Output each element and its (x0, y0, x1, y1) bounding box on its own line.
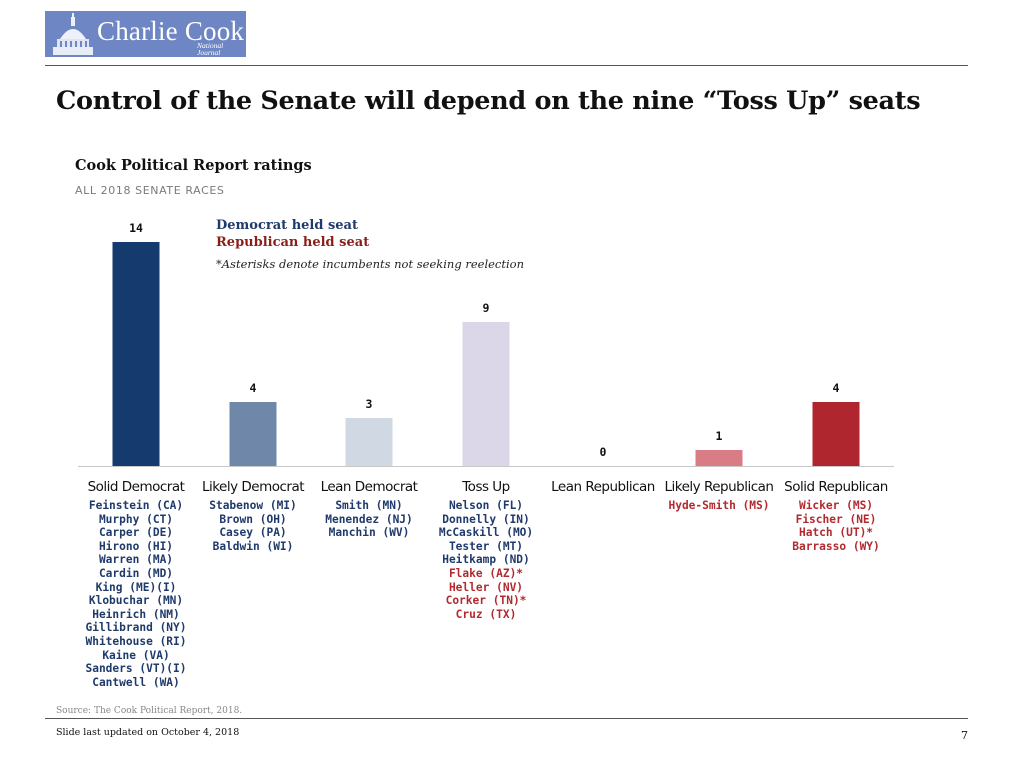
candidate-name: Cruz (TX) (455, 607, 517, 621)
candidate-list-lean-democrat: Smith (MN) Menendez (NJ) Manchin (WV) (325, 499, 413, 540)
category-label-toss-up: Toss Up (462, 479, 510, 495)
bar-solid-republican (812, 402, 860, 466)
candidate-name: Hirono (HI) (98, 539, 174, 553)
page-number: 7 (961, 729, 968, 742)
candidate-name: Hyde-Smith (MS) (668, 499, 770, 512)
category-label-lean-republican: Lean Republican (551, 479, 655, 495)
page-title: Control of the Senate will depend on the… (56, 86, 921, 116)
candidate-name: Brown (OH) (219, 512, 287, 526)
candidate-name: Heinrich (NM) (92, 607, 180, 621)
candidate-list-solid-democrat: Feinstein (CA) Murphy (CT) Carper (DE) Hiro… (85, 499, 186, 689)
candidate-list-likely-democrat: Stabenow (MI) Brown (OH) Casey (PA) Baldwin… (209, 499, 297, 553)
candidate-name: Murphy (CT) (98, 512, 174, 526)
data-label-likely-republican: 1 (716, 429, 723, 443)
data-label-solid-republican: 4 (833, 381, 840, 395)
candidate-name: Heller (NV) (448, 580, 524, 594)
capitol-dome-icon (53, 13, 93, 55)
candidate-name: Flake (AZ)* (448, 566, 524, 580)
data-label-lean-republican: 0 (600, 445, 607, 459)
candidate-name: Casey (PA) (219, 526, 287, 540)
candidate-list-likely-republican: Hyde-Smith (MS) (668, 499, 769, 513)
legend-republican: Republican held seat (216, 235, 370, 250)
chart-subtitle: ALL 2018 SENATE RACES (75, 184, 225, 197)
bar-toss-up (462, 322, 510, 466)
candidate-name: Manchin (WV) (328, 526, 410, 540)
candidate-name: Heitkamp (ND) (442, 553, 530, 567)
candidate-name: Tester (MT) (448, 539, 524, 553)
logo-text: Charlie Cook (97, 16, 245, 46)
bar-likely-democrat (229, 402, 277, 466)
data-label-lean-democrat: 3 (366, 397, 373, 411)
category-label-solid-democrat: Solid Democrat (87, 479, 185, 495)
logo-sub-line1: National (197, 41, 224, 50)
candidate-name: Carper (DE) (98, 526, 174, 540)
candidate-name: Klobuchar (MN) (88, 594, 184, 608)
chart-title: Cook Political Report ratings (75, 157, 312, 174)
source-note: Source: The Cook Political Report, 2018. (56, 706, 243, 716)
data-label-toss-up: 9 (483, 301, 490, 315)
last-updated: Slide last updated on October 4, 2018 (56, 727, 240, 738)
candidate-name: Whitehouse (RI) (85, 634, 187, 648)
logo: Charlie Cook National Journal (45, 11, 246, 57)
logo-subtext: National Journal (197, 41, 224, 57)
category-label-likely-republican: Likely Republican (664, 479, 774, 495)
candidate-name: Fischer (NE) (795, 512, 877, 526)
legend-asterisk-note: *Asterisks denote incumbents not seeking… (216, 257, 525, 271)
candidate-name: Feinstein (CA) (88, 499, 184, 512)
candidate-name: Menendez (NJ) (325, 512, 413, 526)
data-label-solid-democrat: 14 (129, 221, 143, 235)
candidate-name: Cantwell (WA) (92, 675, 180, 689)
candidate-name: McCaskill (MO) (438, 526, 534, 540)
legend-democrat: Democrat held seat (216, 218, 358, 233)
category-label-solid-republican: Solid Republican (784, 479, 888, 495)
top-divider (45, 65, 968, 66)
bar-likely-republican (695, 450, 743, 466)
logo-sub-line2: Journal (197, 48, 221, 57)
candidate-name: Warren (MA) (98, 553, 174, 567)
bottom-divider (45, 718, 968, 719)
candidate-name: Nelson (FL) (448, 499, 524, 512)
candidate-list-toss-up: Nelson (FL) Donnelly (IN) McCaskill (MO) Te… (439, 499, 533, 621)
candidate-name: Sanders (VT)(I) (85, 662, 187, 676)
candidate-name: Kaine (VA) (102, 648, 170, 662)
bar-lean-democrat (345, 418, 393, 466)
candidate-name: Wicker (MS) (798, 499, 874, 512)
candidate-name: Cardin (MD) (98, 566, 174, 580)
category-label-likely-democrat: Likely Democrat (201, 479, 305, 495)
bar-solid-democrat (112, 242, 160, 466)
candidate-name: Stabenow (MI) (209, 499, 297, 512)
candidate-name: Donnelly (IN) (442, 512, 530, 526)
candidate-name: Hatch (UT)* (798, 526, 874, 540)
candidate-name: King (ME)(I) (95, 580, 177, 594)
candidate-name: Gillibrand (NY) (85, 621, 187, 635)
candidate-name: Smith (MN) (335, 499, 403, 512)
candidate-list-solid-republican: Wicker (MS) Fischer (NE) Hatch (UT)* Barras… (792, 499, 880, 553)
category-label-lean-democrat: Lean Democrat (320, 479, 418, 495)
candidate-name: Corker (TN)* (445, 594, 527, 608)
candidate-name: Baldwin (WI) (212, 539, 294, 553)
candidate-name: Barrasso (WY) (792, 539, 880, 553)
data-label-likely-democrat: 4 (250, 381, 257, 395)
